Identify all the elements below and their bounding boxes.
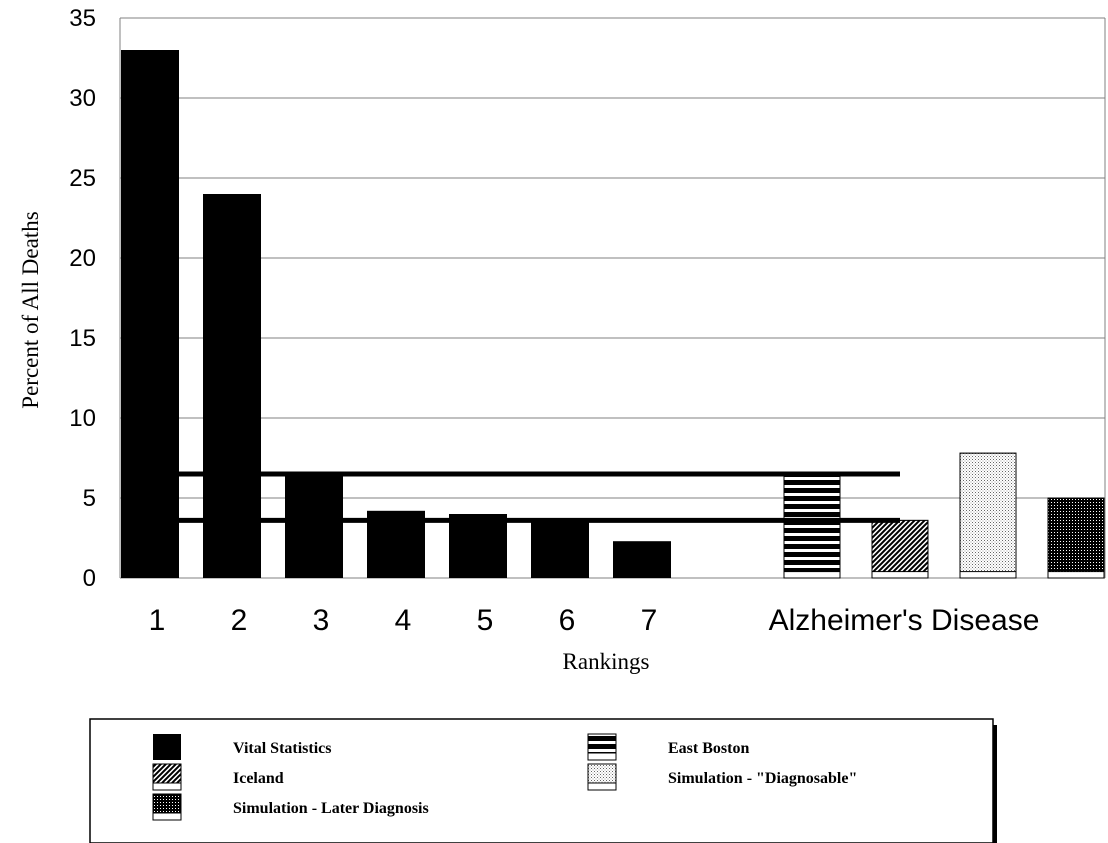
reference-lines — [178, 471, 900, 523]
legend-label-iceland: Iceland — [233, 770, 284, 787]
legend-label-vital-statistics: Vital Statistics — [233, 740, 332, 757]
legend-swatch-iceland — [152, 763, 182, 784]
x-tick-labels: 1 2 3 4 5 6 7 Alzheimer's Disease — [149, 604, 1040, 637]
x-axis-title: Rankings — [563, 649, 650, 674]
legend-swatch-vital-statistics — [153, 734, 181, 760]
bars — [121, 50, 1105, 579]
x-group-label: Alzheimer's Disease — [769, 604, 1040, 637]
x-tick-label: 2 — [231, 604, 248, 637]
grid-lines — [119, 17, 1106, 579]
y-tick-label: 35 — [69, 5, 96, 32]
y-tick-label: 30 — [69, 85, 96, 112]
bar-vital-statistics-rank-2 — [203, 194, 261, 578]
y-tick-label: 0 — [83, 565, 96, 592]
legend-label-east-boston: East Boston — [668, 740, 749, 757]
y-tick-label: 15 — [69, 325, 96, 352]
bar-vital-statistics-rank-1 — [121, 50, 179, 578]
bar-vital-statistics-rank-3 — [285, 474, 343, 578]
legend-swatch-east-boston — [587, 733, 617, 754]
y-tick-label: 20 — [69, 245, 96, 272]
bar-simulation-later-diagnosis — [1047, 497, 1105, 573]
y-tick-label: 25 — [69, 165, 96, 192]
x-tick-label: 5 — [477, 604, 494, 637]
x-tick-label: 6 — [559, 604, 576, 637]
legend-label-simulation-diagnosable: Simulation - "Diagnosable" — [668, 770, 857, 787]
x-tick-label: 7 — [641, 604, 658, 637]
y-tick-labels: 0 5 10 15 20 25 30 35 — [69, 5, 96, 592]
bar-vital-statistics-rank-5 — [449, 514, 507, 578]
y-tick-label: 5 — [83, 485, 96, 512]
y-axis-title: Percent of All Deaths — [18, 211, 43, 408]
bar-iceland — [871, 519, 929, 573]
legend-label-simulation-later-diagnosis: Simulation - Later Diagnosis — [233, 800, 429, 817]
x-tick-label: 3 — [313, 604, 330, 637]
legend-swatch-simulation-diagnosable — [587, 763, 617, 784]
x-tick-label: 1 — [149, 604, 166, 637]
bar-vital-statistics-rank-6 — [531, 520, 589, 578]
legend-swatch-simulation-later-diagnosis — [152, 793, 182, 814]
x-tick-label: 4 — [395, 604, 412, 637]
bar-simulation-diagnosable — [959, 452, 1017, 573]
legend-box — [89, 718, 994, 843]
legend: Vital Statistics East Boston Iceland Simula… — [89, 718, 997, 843]
y-tick-label: 10 — [69, 405, 96, 432]
bar-vital-statistics-rank-7 — [613, 541, 671, 578]
